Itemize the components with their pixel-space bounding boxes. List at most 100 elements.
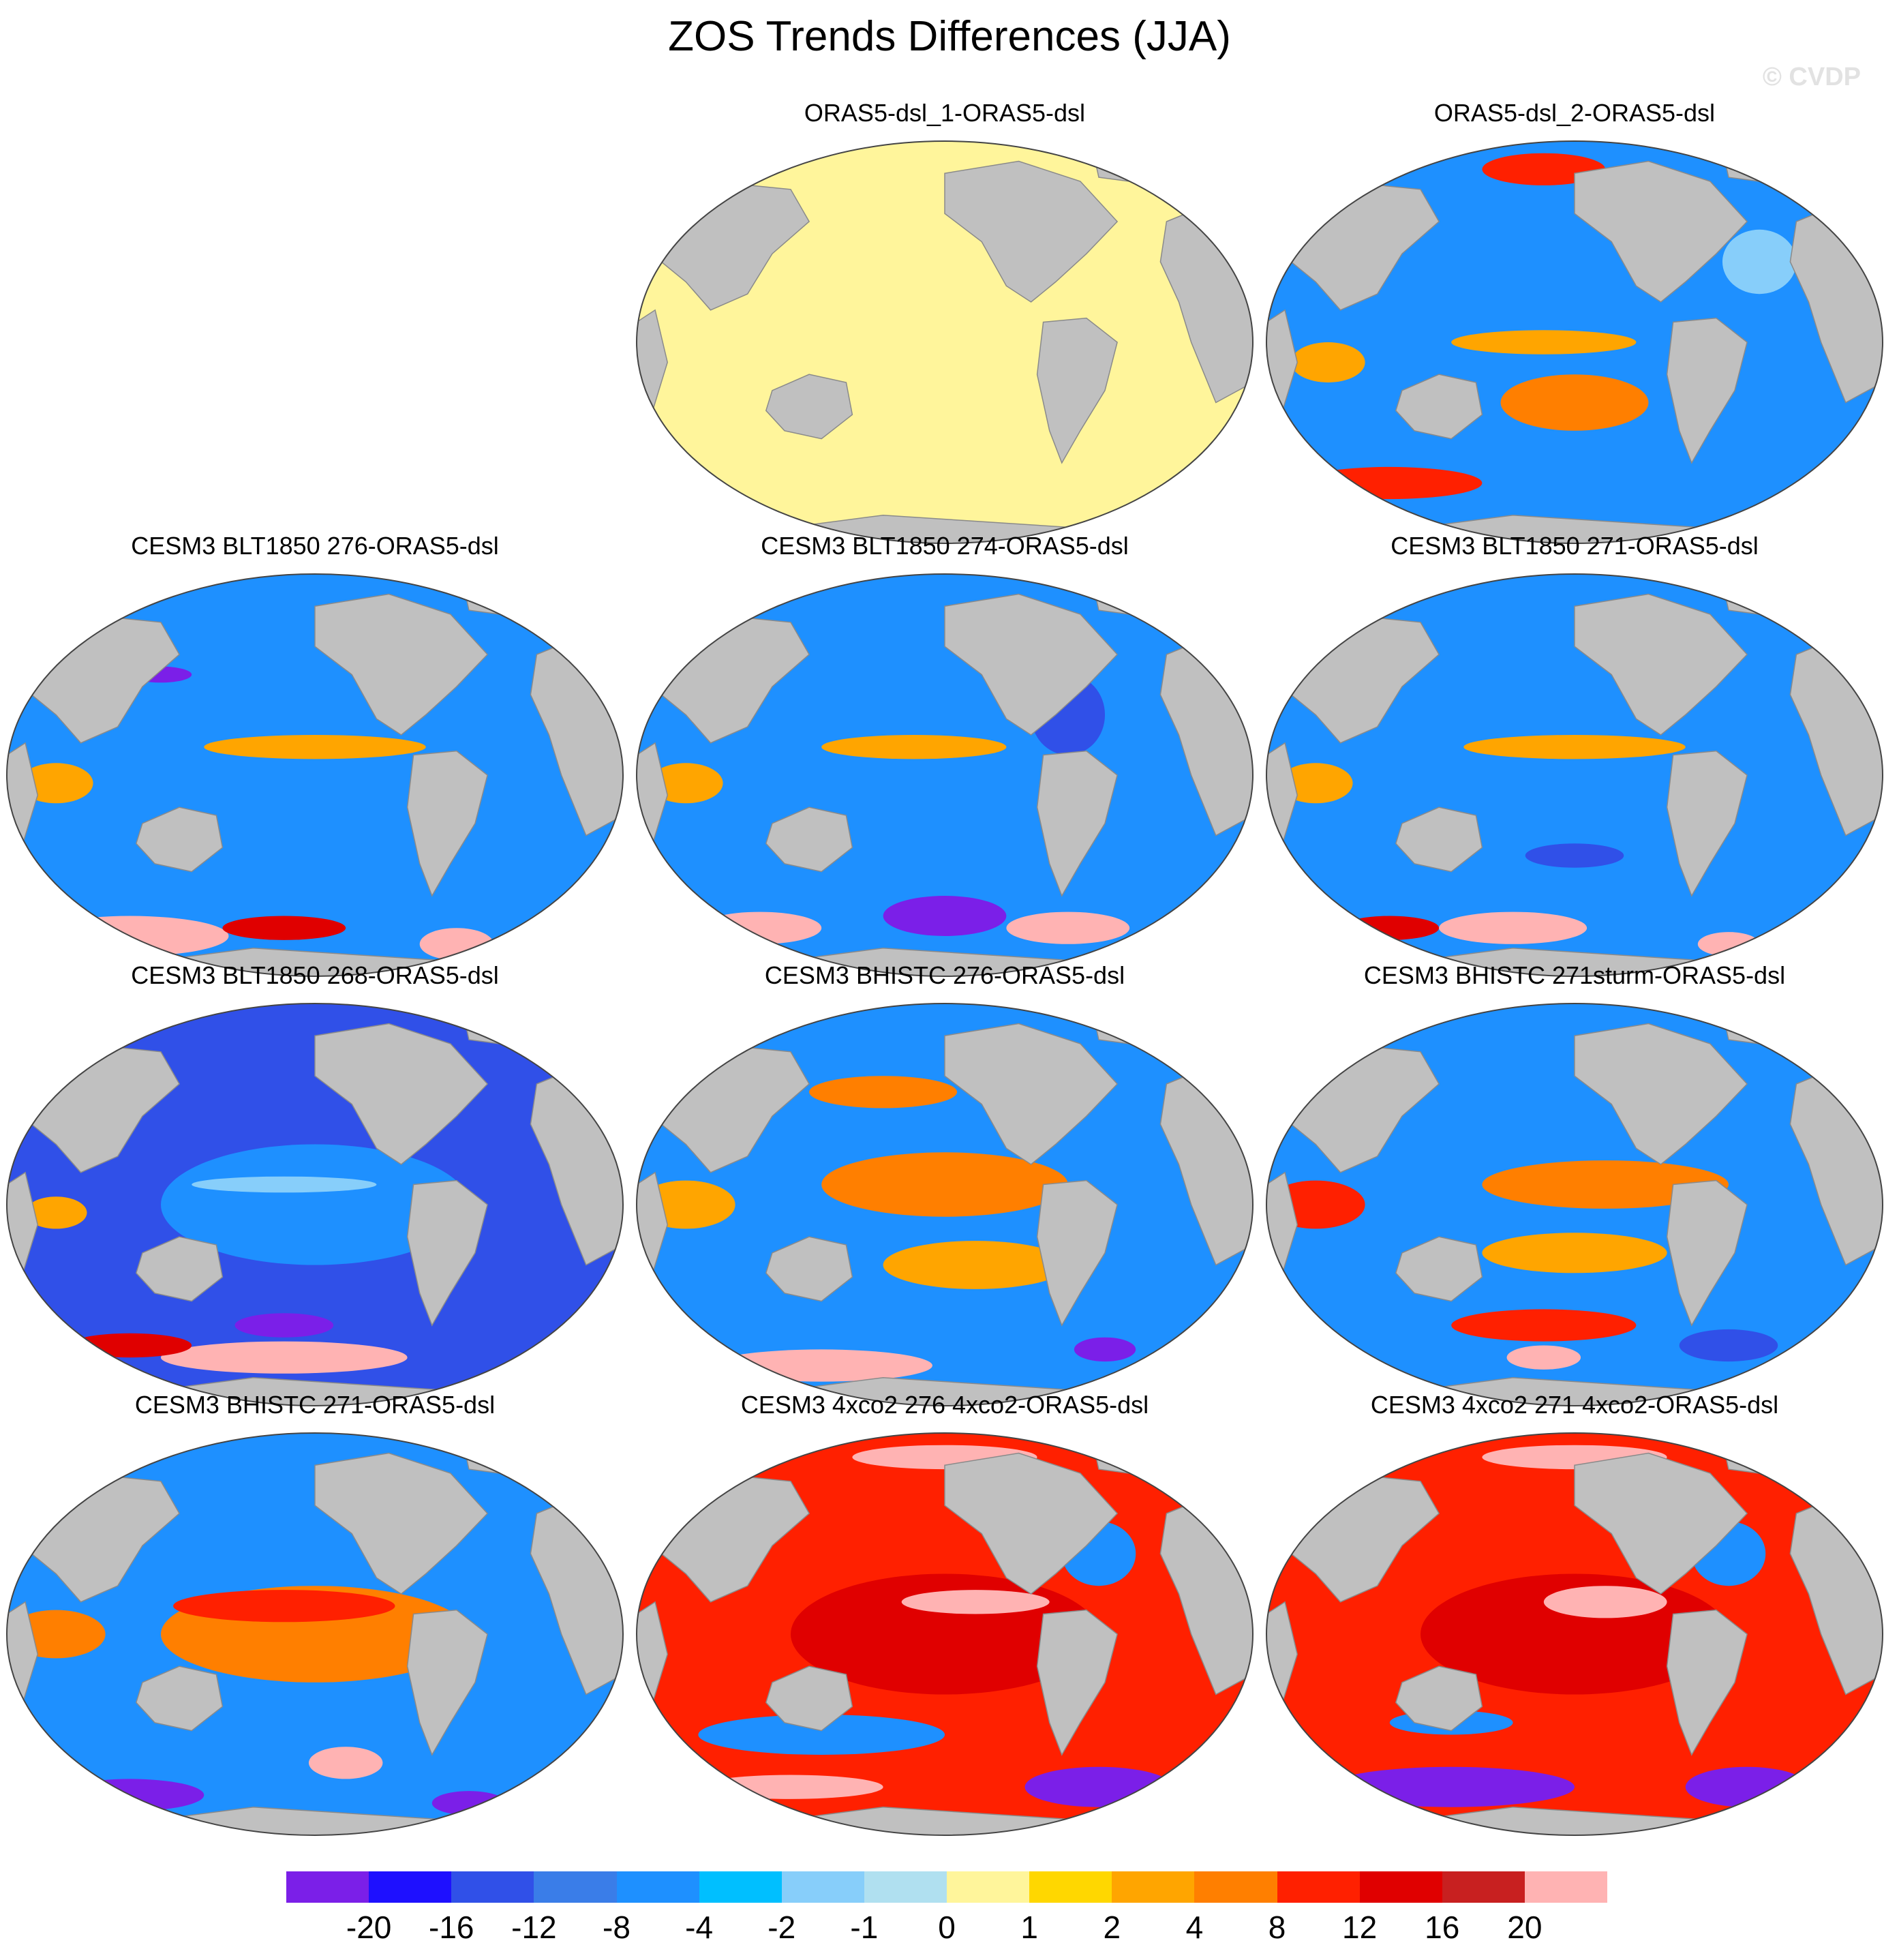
panel-title: CESM3 BHISTC 276-ORAS5-dsl [764, 961, 1125, 989]
land-mass [135, 806, 224, 873]
anomaly-region [821, 1152, 1068, 1217]
map-outline [1266, 140, 1883, 544]
world-map [6, 573, 624, 977]
land-mass [1574, 1452, 1748, 1595]
colorbar-tick-label: 20 [1507, 1910, 1543, 1945]
anomaly-region [160, 1341, 408, 1374]
colorbar-tick-label: -12 [511, 1910, 557, 1945]
land-mass [406, 1179, 488, 1327]
panel-title: CESM3 BLT1850 268-ORAS5-dsl [131, 961, 499, 989]
land-mass [1722, 1011, 1773, 1044]
colorbar-tick-label: 16 [1425, 1910, 1460, 1945]
map-outline [6, 573, 624, 977]
colorbar-labels: -20 -16 -12 -8 -4 -2 -1 0 1 2 4 8 12 16 20 [286, 1909, 1607, 1950]
world-map [1266, 140, 1883, 544]
world-map [1266, 573, 1883, 977]
anomaly-region [698, 911, 822, 944]
map-outline [1266, 1003, 1883, 1406]
colorbar [286, 1871, 1607, 1903]
land-mass [944, 1452, 1119, 1595]
anomaly-region [698, 1775, 883, 1799]
colorbar-tick-label: -16 [429, 1910, 474, 1945]
anomaly-region [821, 735, 1007, 759]
anomaly-region [1451, 1309, 1637, 1342]
land-mass [1722, 1441, 1773, 1474]
map-panel: ORAS5-dsl_1-ORAS5-dsl [630, 99, 1260, 549]
anomaly-region [1463, 735, 1686, 759]
panel-title: ORAS5-dsl_1-ORAS5-dsl [804, 99, 1086, 127]
panel-title: ORAS5-dsl_2-ORAS5-dsl [1433, 99, 1716, 127]
map-panel: CESM3 BHISTC 276-ORAS5-dsl [630, 961, 1260, 1411]
land-mass [1092, 1011, 1143, 1044]
anomaly-region [1024, 1766, 1173, 1807]
land-mass [1036, 1609, 1118, 1756]
anomaly-region [431, 1791, 506, 1815]
anomaly-region [1543, 1586, 1667, 1618]
land-mass [1036, 750, 1118, 897]
anomaly-region [698, 1715, 945, 1755]
colorbar-swatch [451, 1871, 534, 1903]
colorbar-tick-label: -4 [685, 1910, 714, 1945]
colorbar-swatch [1194, 1871, 1277, 1903]
panel-title: CESM3 4xco2 271 4xco2-ORAS5-dsl [1370, 1391, 1779, 1419]
anomaly-region [1006, 911, 1130, 944]
anomaly-region [1482, 1233, 1667, 1273]
land-mass [1395, 1665, 1483, 1732]
anomaly-region [710, 1349, 932, 1382]
anomaly-region [1722, 229, 1797, 295]
anomaly-region [1525, 843, 1624, 868]
panel-title: CESM3 BHISTC 271sturm-ORAS5-dsl [1363, 961, 1786, 989]
colorbar-swatch [534, 1871, 617, 1903]
land-mass [314, 1023, 489, 1165]
anomaly-region [308, 1747, 383, 1779]
land-mass [135, 1236, 224, 1302]
world-map [1266, 1432, 1883, 1836]
world-map [636, 573, 1254, 977]
anomaly-region [809, 1076, 958, 1109]
anomaly-region [1451, 330, 1637, 355]
anomaly-region [1482, 1160, 1729, 1209]
colorbar-swatch [864, 1871, 947, 1903]
land-mass [1666, 750, 1748, 897]
colorbar-tick-label: -2 [768, 1910, 796, 1945]
land-mass [1574, 593, 1748, 736]
map-panel: ORAS5-dsl_2-ORAS5-dsl [1260, 99, 1889, 549]
map-outline [636, 573, 1254, 977]
land-mass [1036, 317, 1118, 464]
land-mass [314, 1452, 489, 1595]
colorbar-tick-label: 0 [938, 1910, 956, 1945]
land-mass [462, 1441, 513, 1474]
land-mass [314, 593, 489, 736]
anomaly-region [234, 1313, 334, 1338]
anomaly-region [192, 1176, 377, 1193]
anomaly-region [901, 1590, 1050, 1614]
map-outline [1266, 1432, 1883, 1836]
land-mass [135, 1665, 224, 1732]
colorbar-swatch [616, 1871, 699, 1903]
map-panel: CESM3 BHISTC 271-ORAS5-dsl [0, 1391, 630, 1841]
anomaly-region [25, 1196, 87, 1229]
anomaly-region [68, 1333, 192, 1358]
land-mass [1395, 374, 1483, 440]
map-outline [6, 1003, 624, 1406]
land-mass [1666, 1609, 1748, 1756]
colorbar-swatch [1524, 1871, 1607, 1903]
world-map [636, 140, 1254, 544]
anomaly-region [883, 896, 1007, 936]
anomaly-region [1500, 374, 1649, 431]
land-mass [406, 750, 488, 897]
colorbar-tick-label: 8 [1268, 1910, 1286, 1945]
colorbar-tick-label: -8 [603, 1910, 631, 1945]
anomaly-region [1297, 466, 1483, 500]
anomaly-region [173, 1590, 395, 1623]
colorbar-tick-label: -20 [346, 1910, 392, 1945]
colorbar-swatch [947, 1871, 1030, 1903]
world-map [1266, 1003, 1883, 1406]
panel-title: CESM3 4xco2 276 4xco2-ORAS5-dsl [740, 1391, 1149, 1419]
land-mass [944, 1023, 1119, 1165]
colorbar-tick-label: -1 [850, 1910, 879, 1945]
colorbar-swatch [369, 1871, 452, 1903]
land-mass [765, 1665, 853, 1732]
colorbar-swatch [1112, 1871, 1195, 1903]
land-mass [1395, 806, 1483, 873]
